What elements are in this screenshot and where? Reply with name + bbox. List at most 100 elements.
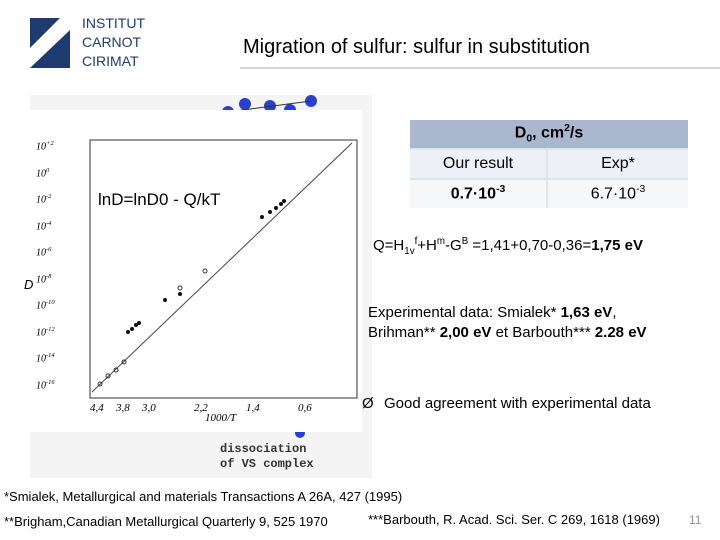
footnote: **Brigham,Canadian Metallurgical Quarter… xyxy=(4,514,328,529)
bullet-symbol: Ø xyxy=(362,395,374,412)
y-tick-label: 10-12 xyxy=(36,326,55,338)
bullet-text: Good agreement with experimental data xyxy=(384,395,651,412)
t: f xyxy=(414,236,418,247)
t: 2 xyxy=(564,123,570,135)
plot-frame xyxy=(89,139,358,399)
t: m xyxy=(436,236,446,247)
t: 0 xyxy=(526,133,533,145)
tick-base: 10 xyxy=(36,247,46,259)
tick-exp: -6 xyxy=(46,246,52,253)
tick-exp: -4 xyxy=(46,219,52,227)
y-tick-label: 10-2 xyxy=(36,193,51,205)
points xyxy=(126,199,286,334)
cell: 6.7·10-3 xyxy=(548,180,688,208)
page-number: 11 xyxy=(689,513,702,527)
tick-exp: 0 xyxy=(46,166,50,174)
tick-base: 10 xyxy=(36,141,46,153)
tick-base: 10 xyxy=(36,220,46,232)
y-tick-label: 10-14 xyxy=(36,352,55,364)
tick-base: 10 xyxy=(36,167,46,179)
tick-exp: -10 xyxy=(46,299,55,306)
header-cell: D0, cm2/s xyxy=(410,120,688,148)
title: Migration of sulfur: sulfur in substitut… xyxy=(243,36,590,58)
logo-text: INSTITUT CARNOT CIRIMAT xyxy=(82,14,145,71)
table-row: Our result Exp* xyxy=(410,150,688,178)
t: , cm xyxy=(532,124,565,142)
tick-base: 10 xyxy=(36,379,46,391)
caption-line: of VS complex xyxy=(220,457,314,471)
tick-exp: -2 xyxy=(46,193,52,200)
table-wrap: D0, cm2/s Our result Exp* 0.7·10-3 6.7·10-… xyxy=(408,118,690,210)
t: 1v xyxy=(404,246,415,257)
y-tick-label: 10-6 xyxy=(36,246,51,258)
tick-base: 10 xyxy=(36,273,46,285)
figure-formula: lnD=lnD0 - Q/kT xyxy=(98,190,221,209)
tick-exp: -12 xyxy=(46,325,55,333)
cell: Our result xyxy=(410,150,546,178)
caption-line: dissociation xyxy=(220,442,307,456)
tick-exp: +2 xyxy=(46,140,54,147)
t: D xyxy=(514,124,527,142)
t: 1,63 eV xyxy=(560,304,613,321)
x-axis-label: 1000/T xyxy=(205,412,237,424)
exp-line: Brihman** 2,00 eV et Barbouth*** 2.28 eV xyxy=(368,323,647,343)
tick-base: 10 xyxy=(36,300,46,312)
y-tick-label: 10-10 xyxy=(36,299,55,311)
plot-bg xyxy=(12,110,362,432)
t: Q=H xyxy=(373,237,405,254)
x-tick-label: 3,8 xyxy=(116,402,130,414)
logo-line: CIRIMAT xyxy=(82,53,139,69)
y-tick-label: 10-8 xyxy=(36,273,51,285)
cell: 0.7·10-3 xyxy=(410,180,546,208)
t: 6.7·10 xyxy=(590,185,637,203)
logo-line: CARNOT xyxy=(82,34,142,50)
logo-line: INSTITUT xyxy=(82,15,145,31)
tick-exp: -8 xyxy=(46,272,52,280)
x-tick-label: 1,4 xyxy=(246,402,260,414)
t: Experimental data: Smialek* xyxy=(368,304,561,321)
t: Brihman** xyxy=(368,324,440,341)
y-tick-label: 10-4 xyxy=(36,220,51,232)
t: -3 xyxy=(496,184,506,196)
tick-base: 10 xyxy=(36,326,46,338)
tick-base: 10 xyxy=(36,353,46,365)
table-row: 0.7·10-3 6.7·10-3 xyxy=(410,180,688,208)
t: +H xyxy=(417,237,437,254)
caption: dissociation of VS complex xyxy=(220,442,314,472)
t: /s xyxy=(569,124,584,142)
tick-exp: -16 xyxy=(46,378,55,386)
y-tick-label: 10-16 xyxy=(36,379,55,391)
t: =1,41+0,70-0,36= xyxy=(468,237,592,254)
t: B xyxy=(461,236,469,247)
table: D0, cm2/s Our result Exp* 0.7·10-3 6.7·10-… xyxy=(408,118,690,210)
t: -3 xyxy=(636,184,646,196)
exp-line: Experimental data: Smialek* 1,63 eV, xyxy=(368,303,647,323)
bullet: Ø Good agreement with experimental data xyxy=(362,395,651,412)
x-tick-label: 0,6 xyxy=(298,402,312,414)
tick-base: 10 xyxy=(36,194,46,206)
y-axis-label: D xyxy=(24,277,34,292)
t: 0.7·10 xyxy=(450,185,497,203)
experimental: Experimental data: Smialek* 1,63 eV, Bri… xyxy=(368,303,647,343)
x-tick-label: 4,4 xyxy=(90,402,104,414)
cell: Exp* xyxy=(548,150,688,178)
t: et Barbouth*** xyxy=(491,324,595,341)
t: 2.28 eV xyxy=(594,324,647,341)
table-header: D0, cm2/s xyxy=(410,120,688,148)
t: , xyxy=(612,304,617,321)
x-tick-label: 3,0 xyxy=(142,402,156,414)
x-tick-label: 2,2 xyxy=(194,402,208,414)
y-tick-label: 100 xyxy=(36,167,49,179)
y-tick-label: 10+2 xyxy=(36,140,54,152)
t: 1,75 eV xyxy=(591,237,643,254)
q-formula: Q=H1vf+Hm-GB =1,41+0,70-0,36=1,75 eV xyxy=(373,236,643,257)
tick-exp: -14 xyxy=(46,352,55,359)
fit-line xyxy=(91,142,353,393)
footnote: ***Barbouth, R. Acad. Sci. Ser. C 269, 1… xyxy=(368,512,660,527)
logo-shape xyxy=(30,18,60,48)
open-points xyxy=(97,268,208,387)
t: -G xyxy=(445,237,462,254)
t: 2,00 eV xyxy=(439,324,492,341)
